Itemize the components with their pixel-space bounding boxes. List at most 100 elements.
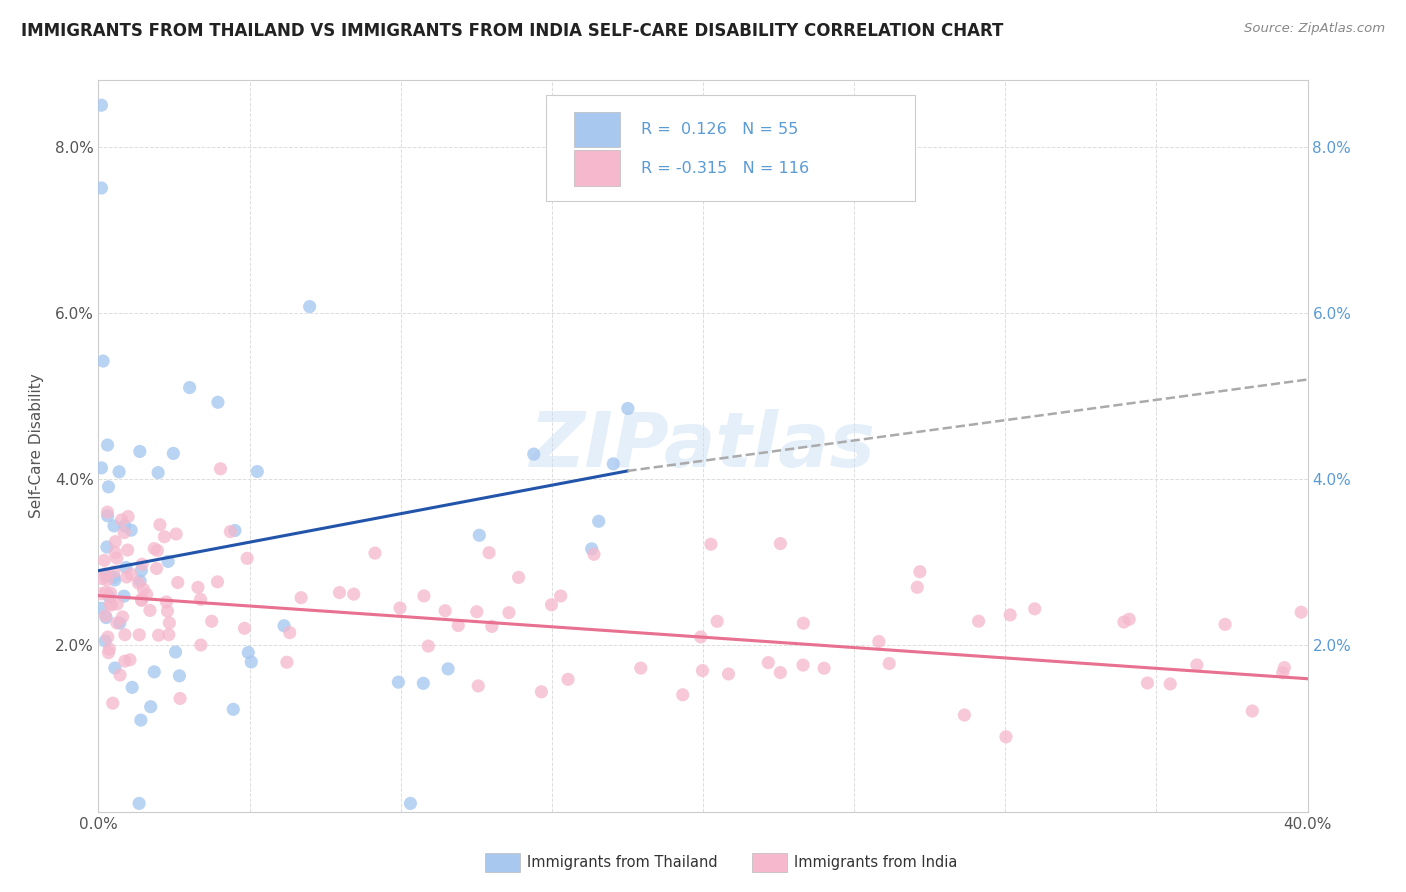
Point [413,589,436,603]
Point [630,661,652,675]
Point [689,630,711,644]
Point [769,536,792,550]
Point [1185,657,1208,672]
Point [967,614,990,628]
Point [219,524,242,539]
Point [1213,617,1236,632]
Point [756,656,779,670]
Point [131,558,153,572]
Point [97,508,120,523]
Point [165,645,187,659]
Point [467,679,489,693]
Point [117,543,139,558]
Point [153,530,176,544]
Point [90,587,112,601]
Point [187,580,209,594]
Text: Source: ZipAtlas.com: Source: ZipAtlas.com [1244,22,1385,36]
Point [96,540,118,554]
Point [617,401,640,416]
Point [104,546,127,560]
Point [98,642,121,657]
Point [201,614,224,628]
Point [465,605,488,619]
Point [224,524,246,538]
Point [94,566,117,581]
Point [769,665,792,680]
Point [389,601,412,615]
Text: Immigrants from Thailand: Immigrants from Thailand [527,855,718,870]
Point [1271,665,1294,680]
Point [557,673,579,687]
Point [94,610,117,624]
FancyBboxPatch shape [574,112,620,147]
Point [121,681,143,695]
Point [100,586,122,600]
Point [169,691,191,706]
Point [1024,602,1046,616]
Point [90,98,112,112]
Point [387,675,409,690]
Point [233,621,256,635]
Point [238,646,260,660]
Point [508,570,530,584]
Text: ZIPatlas: ZIPatlas [530,409,876,483]
Point [364,546,387,560]
Point [103,519,125,533]
Y-axis label: Self-Care Disability: Self-Care Disability [28,374,44,518]
Point [692,664,714,678]
Point [145,561,167,575]
Point [98,597,121,611]
FancyBboxPatch shape [574,151,620,186]
Point [104,573,127,587]
Point [1112,615,1135,629]
Point [143,665,166,679]
Point [157,615,180,630]
Point [222,702,245,716]
Point [602,457,624,471]
Point [877,657,900,671]
Point [128,797,150,811]
Point [156,604,179,618]
Point [120,523,142,537]
Point [481,619,503,633]
Point [905,580,928,594]
Point [278,625,301,640]
Point [90,461,112,475]
Point [447,618,470,632]
Point [108,465,131,479]
Point [114,628,136,642]
Point [868,634,890,648]
Point [97,646,120,660]
Point [120,567,142,582]
Point [165,527,187,541]
Point [103,570,125,584]
Point [169,669,191,683]
Point [94,585,117,599]
Point [273,619,295,633]
Point [93,553,115,567]
Point [104,534,127,549]
Point [236,551,259,566]
Point [148,628,170,642]
Point [96,505,118,519]
Point [246,465,269,479]
Point [166,575,188,590]
Point [498,606,520,620]
Point [190,638,212,652]
Point [115,570,138,584]
Point [110,513,132,527]
Point [1241,704,1264,718]
Point [1159,677,1181,691]
Point [157,554,180,568]
Text: R =  0.126   N = 55: R = 0.126 N = 55 [641,122,799,136]
Point [412,676,434,690]
Point [100,598,122,612]
Point [523,447,546,461]
Point [437,662,460,676]
Point [953,708,976,723]
Point [118,653,141,667]
Point [143,541,166,556]
Point [588,514,610,528]
Point [149,517,172,532]
Point [103,565,125,579]
